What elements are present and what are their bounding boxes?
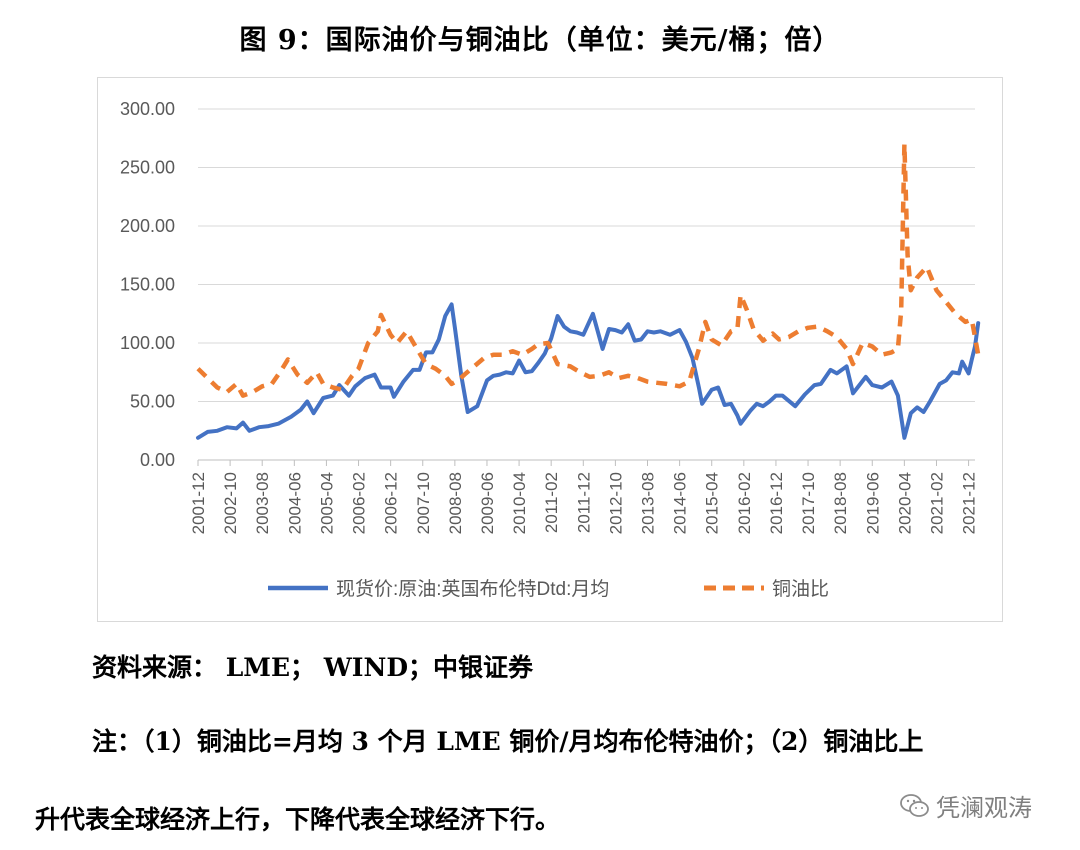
x-tick-label: 2009-06 bbox=[478, 472, 497, 534]
chart-svg: 0.00 50.00 100.00 150.00 200.00 250.00 300.00 2… bbox=[120, 99, 981, 600]
x-tick-label: 2012-10 bbox=[606, 472, 625, 534]
y-tick-label: 0.00 bbox=[140, 450, 175, 470]
legend-label-2: 铜油比 bbox=[772, 578, 829, 600]
x-tick-label: 2014-06 bbox=[671, 472, 690, 534]
x-tick-label: 2013-08 bbox=[639, 472, 658, 534]
series-line-1 bbox=[196, 302, 981, 440]
source-line: 资料来源： LME； WIND；中银证券 bbox=[92, 653, 534, 682]
x-tick-label: 2010-04 bbox=[510, 472, 529, 534]
x-tick-label: 2017-10 bbox=[799, 472, 818, 534]
y-tick-label: 250.00 bbox=[120, 158, 175, 178]
x-tick-label: 2016-12 bbox=[767, 472, 786, 534]
wechat-icon bbox=[900, 793, 930, 819]
x-tick-label: 2004-06 bbox=[285, 472, 304, 534]
x-tick-label: 2018-08 bbox=[831, 472, 850, 534]
x-tick-label: 2016-02 bbox=[735, 472, 754, 534]
x-tick-label: 2021-02 bbox=[927, 472, 946, 534]
watermark-text: 凭澜观涛 bbox=[936, 794, 1032, 822]
x-tick-label: 2006-02 bbox=[350, 472, 369, 534]
note-line-1: 注：（1）铜油比=月均 3 个月 LME 铜价/月均布伦特油价；（2）铜油比上 bbox=[92, 727, 924, 756]
y-tick-label: 200.00 bbox=[120, 216, 175, 236]
x-tick-label: 2015-04 bbox=[703, 472, 722, 534]
chart-frame: 0.00 50.00 100.00 150.00 200.00 250.00 300.00 2… bbox=[97, 77, 1003, 622]
x-tick-label: 2011-12 bbox=[574, 472, 593, 533]
figure-title: 图 9：国际油价与铜油比（单位：美元/桶；倍） bbox=[239, 25, 841, 56]
x-tick-label: 2007-10 bbox=[414, 472, 433, 534]
legend-label-1: 现货价:原油:英国布伦特Dtd:月均 bbox=[336, 578, 609, 600]
x-tick-label: 2002-10 bbox=[221, 472, 240, 534]
x-tick-label: 2020-04 bbox=[895, 472, 914, 534]
x-tick-label: 2021-12 bbox=[960, 472, 979, 534]
x-tick-label: 2005-04 bbox=[317, 472, 336, 534]
watermark: 凭澜观涛 bbox=[900, 788, 1032, 823]
x-tick-label: 2001-12 bbox=[189, 472, 208, 534]
y-tick-label: 150.00 bbox=[120, 275, 175, 295]
x-tick-label: 2008-08 bbox=[446, 472, 465, 534]
x-tick-label: 2003-08 bbox=[253, 472, 272, 534]
x-tick-label: 2006-12 bbox=[382, 472, 401, 534]
note-line-2: 升代表全球经济上行，下降代表全球经济下行。 bbox=[35, 805, 561, 834]
x-tick-label: 2011-02 bbox=[542, 472, 561, 533]
y-tick-label: 100.00 bbox=[120, 333, 175, 353]
series-line-2 bbox=[196, 141, 981, 398]
y-tick-label: 300.00 bbox=[120, 99, 175, 119]
y-tick-label: 50.00 bbox=[130, 392, 175, 412]
x-tick-label: 2019-06 bbox=[863, 472, 882, 534]
